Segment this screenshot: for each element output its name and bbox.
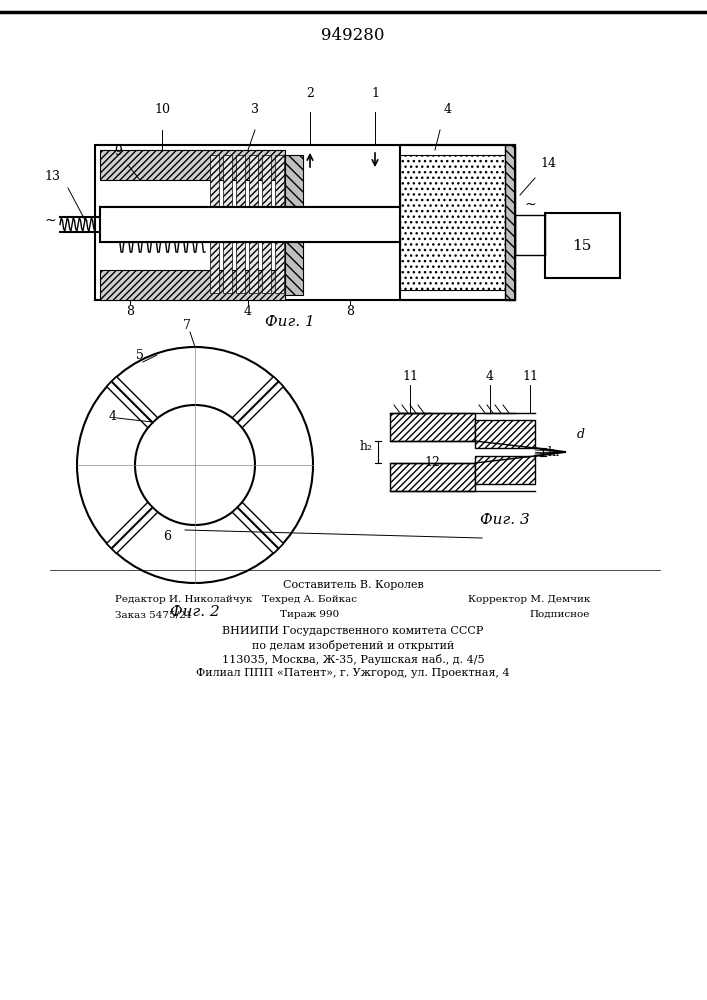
Text: 4: 4: [244, 305, 252, 318]
Bar: [249, 155, 258, 293]
Text: Редактор И. Николайчук: Редактор И. Николайчук: [115, 595, 252, 604]
Bar: [390, 463, 475, 491]
Text: 9: 9: [114, 145, 122, 158]
Text: 3: 3: [251, 103, 259, 116]
Text: Фиг. 2: Фиг. 2: [170, 605, 220, 619]
Bar: [400, 155, 505, 290]
Text: Техред А. Бойкас: Техред А. Бойкас: [262, 595, 358, 604]
Bar: [262, 155, 271, 293]
Bar: [400, 145, 515, 300]
Polygon shape: [233, 502, 284, 553]
Text: Филиал ППП «Патент», г. Ужгород, ул. Проектная, 4: Филиал ППП «Патент», г. Ужгород, ул. Про…: [196, 668, 510, 678]
Bar: [505, 145, 515, 300]
Text: 113035, Москва, Ж-35, Раушская наб., д. 4/5: 113035, Москва, Ж-35, Раушская наб., д. …: [222, 654, 484, 665]
Text: Фиг. 3: Фиг. 3: [480, 513, 530, 527]
Text: 4: 4: [486, 370, 494, 383]
Text: 6: 6: [163, 530, 171, 543]
Text: 11: 11: [402, 370, 418, 383]
Text: h₂: h₂: [360, 440, 373, 454]
Text: 13: 13: [44, 170, 60, 183]
Text: по делам изобретений и открытий: по делам изобретений и открытий: [252, 640, 454, 651]
Bar: [100, 270, 285, 300]
Text: ВНИИПИ Государственного комитета СССР: ВНИИПИ Государственного комитета СССР: [222, 626, 484, 636]
Bar: [95, 145, 515, 300]
Text: 12: 12: [424, 456, 440, 468]
Text: d: d: [577, 428, 585, 440]
Bar: [223, 155, 232, 293]
Text: 10: 10: [154, 103, 170, 116]
Text: Тираж 990: Тираж 990: [281, 610, 339, 619]
Text: Подписное: Подписное: [530, 610, 590, 619]
Text: 4: 4: [444, 103, 452, 116]
Text: ~: ~: [44, 214, 56, 228]
Text: 1: 1: [371, 87, 379, 100]
Bar: [210, 155, 219, 293]
Text: ~: ~: [524, 198, 536, 212]
Text: 949280: 949280: [321, 26, 385, 43]
Text: 11: 11: [522, 370, 538, 383]
Bar: [475, 420, 535, 448]
Bar: [545, 213, 620, 278]
Text: 5: 5: [136, 349, 144, 362]
Text: Фиг. 1: Фиг. 1: [265, 315, 315, 329]
Polygon shape: [233, 377, 284, 428]
Bar: [285, 155, 303, 295]
Bar: [100, 207, 400, 242]
Text: Составитель В. Королев: Составитель В. Королев: [283, 580, 423, 590]
Text: 15: 15: [572, 239, 592, 253]
Bar: [475, 456, 535, 484]
Bar: [100, 150, 285, 180]
Text: Заказ 5475/21: Заказ 5475/21: [115, 610, 192, 619]
Text: 7: 7: [183, 319, 191, 332]
Text: Корректор М. Демчик: Корректор М. Демчик: [467, 595, 590, 604]
Text: 14: 14: [540, 157, 556, 170]
Text: 8: 8: [126, 305, 134, 318]
Bar: [390, 413, 475, 441]
Polygon shape: [107, 377, 158, 428]
Text: 4: 4: [109, 410, 117, 423]
Text: h₁: h₁: [548, 446, 561, 458]
Text: 8: 8: [346, 305, 354, 318]
Bar: [236, 155, 245, 293]
Bar: [275, 155, 284, 293]
Text: 2: 2: [306, 87, 314, 100]
Polygon shape: [107, 502, 158, 553]
